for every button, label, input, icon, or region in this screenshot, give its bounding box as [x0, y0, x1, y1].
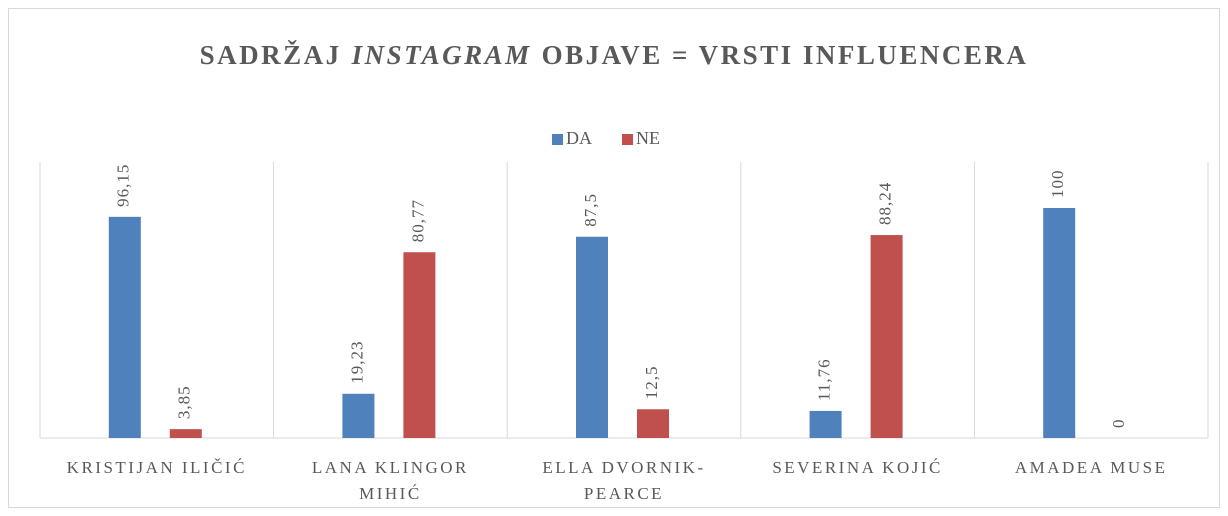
title-part: SADRŽAJ — [200, 40, 342, 70]
data-label: 100 — [1048, 170, 1067, 199]
bar — [576, 236, 608, 438]
bar — [1043, 208, 1076, 438]
bar — [108, 216, 141, 438]
x-tick-label-box: AMADEA MUSE — [1014, 458, 1168, 477]
chart-frame — [8, 8, 1220, 508]
x-tick-label-box: ELLA DVORNIK-PEARCE — [542, 458, 706, 503]
data-label: 12,5 — [642, 366, 661, 400]
chart-title: SADRŽAJ INSTAGRAM OBJAVE = VRSTI INFLUENCE… — [200, 40, 1029, 70]
legend-swatch — [622, 134, 633, 145]
x-tick-label: SEVERINA KOJIĆ — [772, 458, 943, 477]
legend-swatch — [552, 134, 563, 145]
x-tick-label: KRISTIJAN ILIČIĆ — [66, 458, 247, 477]
data-label: 96,15 — [114, 164, 133, 207]
x-tick-label-box: KRISTIJAN ILIČIĆ — [66, 458, 247, 477]
title-part: INSTAGRAM — [351, 40, 532, 70]
legend-label: DA — [566, 128, 592, 148]
bar — [403, 252, 436, 438]
x-tick-label: ELLA DVORNIK-PEARCE — [542, 458, 706, 503]
bar — [169, 429, 202, 438]
bar — [870, 235, 903, 438]
bar — [342, 393, 375, 438]
legend-label: NE — [636, 128, 660, 148]
bar — [809, 410, 842, 438]
data-label: 88,24 — [876, 182, 895, 225]
x-tick-label: LANA KLINGOR MIHIĆ — [311, 458, 469, 503]
x-tick-label-box: SEVERINA KOJIĆ — [772, 458, 943, 477]
data-label: 87,5 — [581, 193, 600, 227]
data-label: 11,76 — [815, 358, 834, 401]
title-part: OBJAVE = VRSTI INFLUENCERA — [542, 40, 1029, 70]
x-tick-label: AMADEA MUSE — [1014, 458, 1168, 477]
data-label: 3,85 — [175, 385, 194, 419]
data-label: 80,77 — [408, 199, 427, 242]
data-label: 19,23 — [347, 341, 366, 384]
bar — [637, 409, 669, 438]
data-label: 0 — [1109, 419, 1128, 429]
x-tick-label-box: LANA KLINGOR MIHIĆ — [311, 458, 469, 503]
